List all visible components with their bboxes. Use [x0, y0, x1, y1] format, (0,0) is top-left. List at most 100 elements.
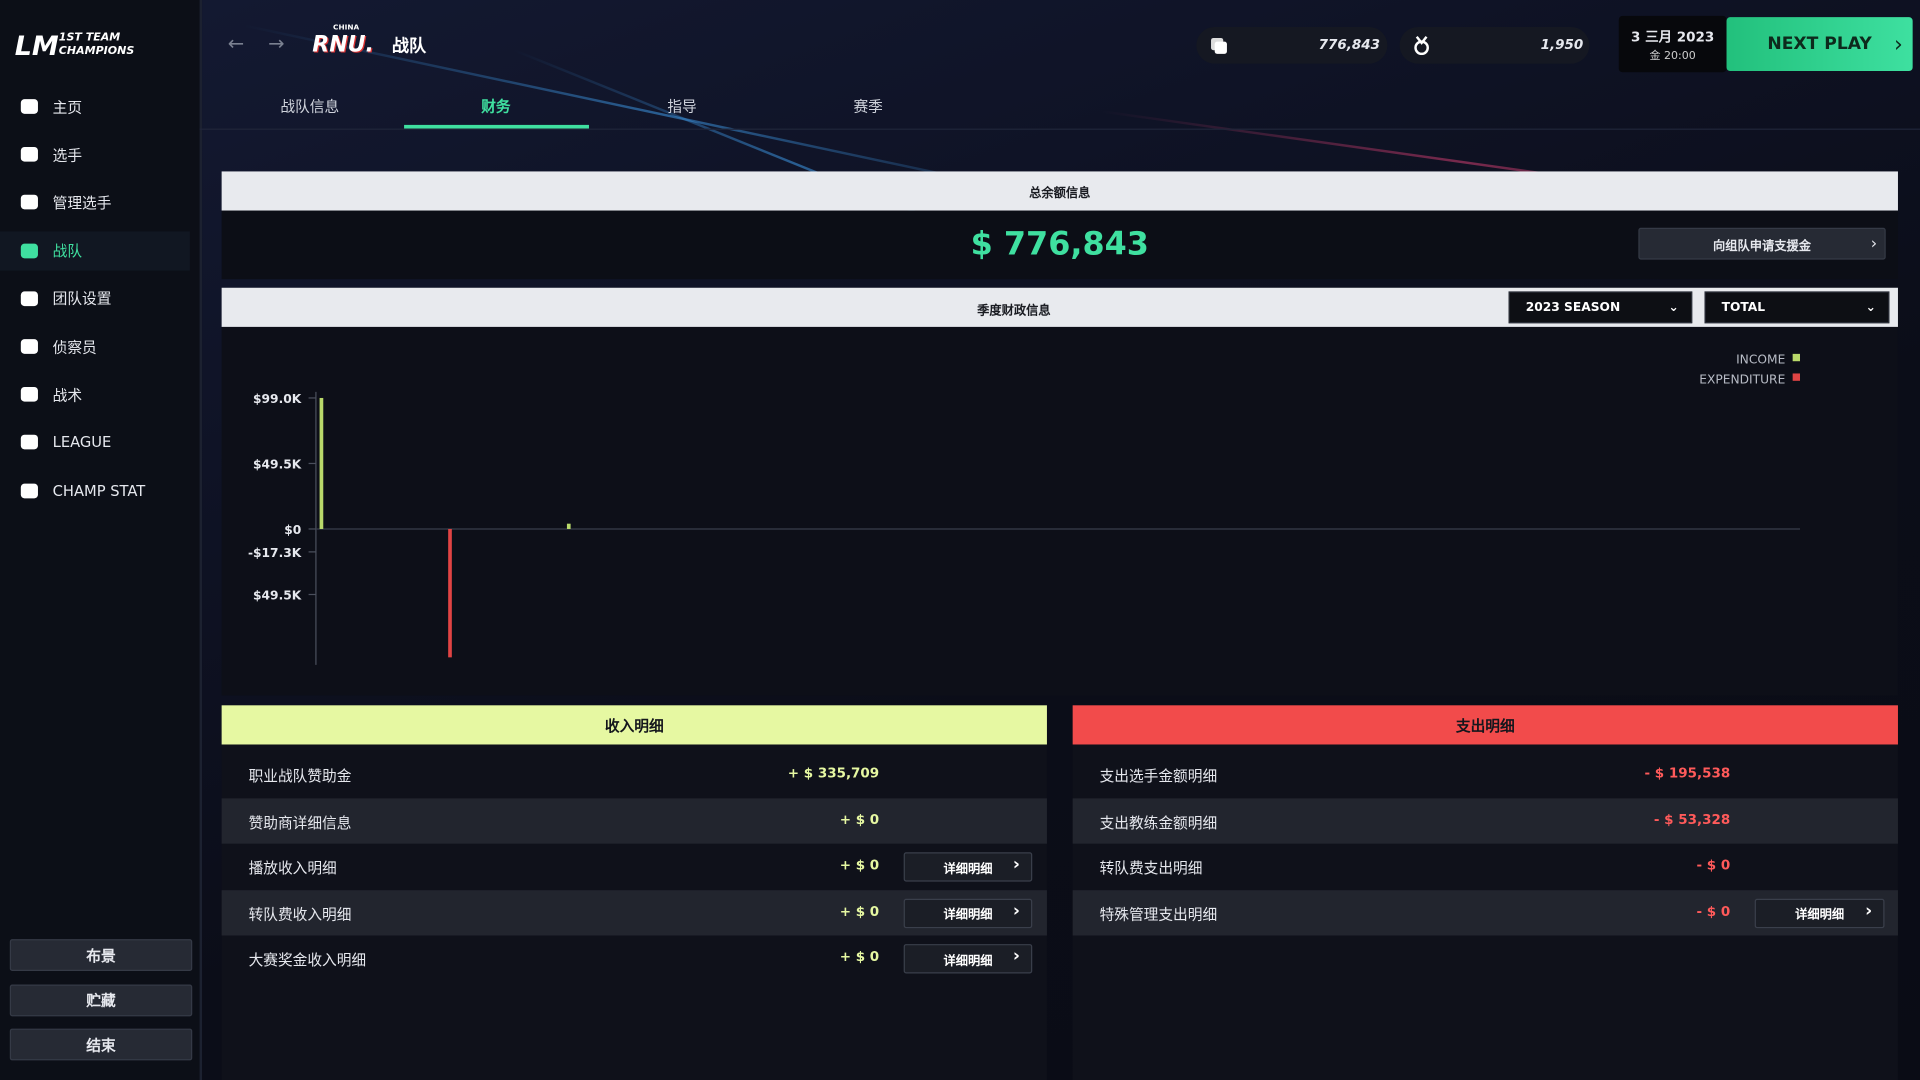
sidebar-button[interactable]: 结束 — [9, 1028, 193, 1061]
points-pill: 1,950 — [1399, 26, 1590, 64]
detail-button[interactable]: 详细明细 — [903, 898, 1033, 928]
nav-label: 主页 — [52, 98, 83, 116]
detail-button[interactable]: 详细明细 — [903, 944, 1033, 974]
y-tick-label: $49.5K — [253, 588, 302, 602]
season-dropdown[interactable]: 2023 SEASON ⌄ — [1508, 291, 1693, 324]
support-fund-button[interactable]: 向组队申请支援金 › — [1638, 227, 1886, 260]
row-label: 转队费支出明细 — [1099, 859, 1203, 877]
nav-label: 团队设置 — [52, 290, 112, 308]
finance-row: 支出教练金额明细 - $ 53,328 — [1072, 797, 1898, 844]
nav-icon — [20, 387, 38, 402]
nav-icon — [20, 435, 38, 450]
sidebar-button-label: 布景 — [86, 947, 116, 965]
row-value: - $ 0 — [1696, 857, 1731, 874]
row-label: 特殊管理支出明细 — [1099, 905, 1218, 923]
y-tick-label: $99.0K — [253, 392, 302, 406]
sidebar-button[interactable]: 布景 — [9, 939, 193, 972]
nav-item[interactable]: 战队 — [0, 230, 190, 271]
money-value: 776,843 — [1318, 36, 1381, 53]
legend-swatch — [1792, 373, 1801, 381]
finance-row: 播放收入明细 + $ 0 详细明细 — [222, 844, 1047, 890]
time: 金 20:00 — [1649, 50, 1696, 63]
row-value: - $ 195,538 — [1644, 765, 1731, 782]
sidebar-button[interactable]: 贮藏 — [9, 983, 193, 1016]
income-header: 收入明细 — [221, 705, 1047, 745]
season-title: 季度财政信息 — [977, 304, 1051, 319]
mode-dropdown[interactable]: TOTAL ⌄ — [1704, 291, 1890, 324]
support-fund-label: 向组队申请支援金 — [1713, 239, 1812, 253]
tab-divider — [199, 128, 1920, 130]
nav-icon — [20, 99, 38, 114]
nav-label: 管理选手 — [52, 194, 112, 212]
balance-area: $ 776,843 向组队申请支援金 › — [221, 210, 1898, 280]
nav-label: 侦察员 — [52, 338, 97, 356]
back-arrow[interactable]: ← — [227, 31, 245, 56]
tab[interactable]: 财务 — [481, 97, 511, 116]
team-logo: RNU. — [312, 31, 374, 58]
row-label: 转队费收入明细 — [248, 905, 352, 923]
balance-header: 总余额信息 — [221, 171, 1898, 211]
detail-button[interactable]: 详细明细 — [1754, 898, 1885, 928]
income-title: 收入明细 — [604, 716, 664, 735]
expenditure-panel: 支出明细 支出选手金额明细 - $ 195,538 支出教练金额明细 - $ 53,3… — [1072, 705, 1898, 1080]
finance-row: 大赛奖金收入明细 + $ 0 详细明细 — [222, 936, 1047, 982]
legend-label: INCOME — [1736, 353, 1785, 367]
nav-item[interactable]: CHAMP STAT — [0, 471, 190, 510]
date: 3 三月 2023 — [1631, 29, 1715, 46]
date-box: 3 三月 2023 金 20:00 — [1618, 15, 1727, 73]
logo-line: CHAMPIONS — [58, 45, 135, 58]
legend-swatch — [1792, 353, 1801, 362]
tab[interactable]: 赛季 — [853, 97, 883, 116]
bar — [319, 397, 324, 529]
row-value: + $ 335,709 — [787, 765, 880, 782]
row-value: + $ 0 — [839, 811, 880, 828]
nav-label: 选手 — [52, 146, 83, 164]
finance-row: 转队费收入明细 + $ 0 详细明细 — [221, 889, 1047, 936]
nav-item[interactable]: 主页 — [0, 87, 190, 126]
nav-icon — [20, 483, 38, 498]
sidebar-button-label: 结束 — [86, 1036, 116, 1054]
row-label: 大赛奖金收入明细 — [248, 951, 367, 969]
legend-label: EXPENDITURE — [1699, 372, 1785, 386]
y-tick-label: $49.5K — [253, 457, 302, 471]
nav-item[interactable]: LEAGUE — [0, 423, 190, 462]
tab[interactable]: 战队信息 — [280, 97, 340, 116]
nav-item[interactable]: 团队设置 — [0, 279, 190, 318]
row-value: - $ 0 — [1696, 903, 1731, 919]
chart-background — [221, 326, 1898, 696]
y-tick-label: -$17.3K — [248, 546, 302, 560]
bar — [566, 523, 571, 529]
row-value: + $ 0 — [839, 903, 880, 919]
sidebar: ⅬⅯ 1ST TEAM CHAMPIONS 主页 选手 管理选手 战队 团队设置 侦察员战… — [0, 0, 203, 1080]
balance-amount: $ 776,843 — [970, 226, 1149, 264]
nav-icon — [20, 147, 38, 162]
next-play-label: NEXT PLAY — [1767, 34, 1872, 54]
forward-arrow[interactable]: → — [268, 31, 285, 56]
expenditure-header: 支出明细 — [1072, 705, 1898, 745]
y-tick-label: $0 — [284, 523, 301, 537]
nav-item[interactable]: 选手 — [0, 135, 190, 174]
row-label: 赞助商详细信息 — [248, 813, 352, 831]
team-logo-small: CHINA — [333, 23, 360, 32]
nav-item[interactable]: 管理选手 — [0, 183, 190, 222]
tab[interactable]: 指导 — [667, 97, 697, 116]
row-label: 职业战队赞助金 — [248, 767, 352, 785]
next-play-button[interactable]: NEXT PLAY › — [1726, 17, 1913, 72]
nav-label: 战队 — [52, 242, 83, 260]
nav-item[interactable]: 侦察员 — [0, 327, 190, 366]
detail-button[interactable]: 详细明细 — [903, 852, 1033, 882]
logo-mark: ⅬⅯ — [14, 31, 59, 63]
row-value: + $ 0 — [839, 857, 880, 874]
season-select-label: 2023 SEASON — [1525, 300, 1621, 315]
nav-icon — [20, 291, 38, 306]
tab-underline — [404, 124, 589, 129]
row-label: 支出教练金额明细 — [1099, 813, 1218, 831]
nav-icon — [20, 339, 38, 354]
row-value: + $ 0 — [839, 948, 880, 965]
money-pill: 776,843 — [1196, 26, 1388, 64]
nav-icon — [20, 243, 38, 258]
nav-item[interactable]: 战术 — [0, 375, 190, 414]
page-title: 战队 — [391, 36, 427, 57]
nav-label: LEAGUE — [52, 433, 112, 452]
